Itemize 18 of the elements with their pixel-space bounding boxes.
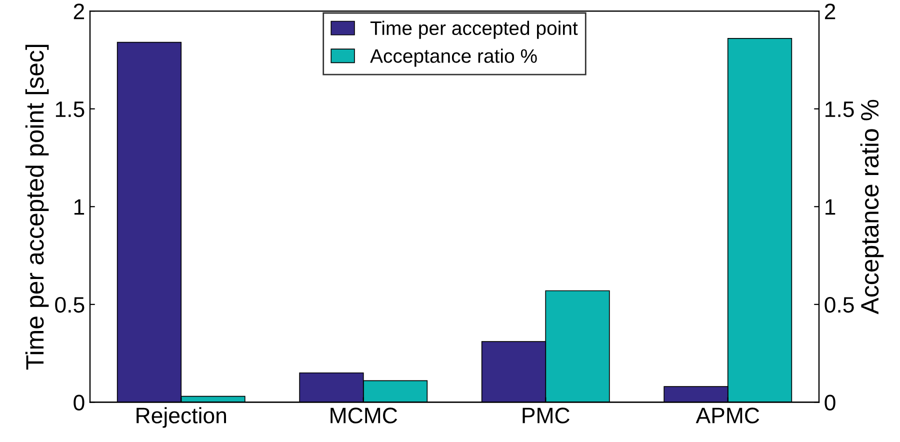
x-tick-label: MCMC bbox=[330, 408, 398, 424]
y-tick-label: 0 bbox=[74, 394, 84, 410]
y-tick-label: 0.5 bbox=[55, 296, 84, 313]
y-tick-label: 1 bbox=[74, 199, 84, 215]
y-axis-title: Time per accepted point [sec] bbox=[25, 44, 49, 370]
y-tick-label: 1.5 bbox=[56, 102, 84, 118]
y2-tick-label: 1.5 bbox=[826, 102, 854, 118]
y2-axis-title: Acceptance ratio % bbox=[860, 100, 884, 314]
y2-tick-label: 2 bbox=[824, 4, 836, 20]
y2-tick-label: 0 bbox=[824, 394, 836, 410]
x-tick-label: PMC bbox=[522, 408, 570, 424]
legend-label: Time per accepted point bbox=[370, 20, 578, 39]
x-tick-label: Rejection bbox=[136, 407, 226, 428]
legend-label: Acceptance ratio % bbox=[370, 48, 537, 67]
y-tick-label: 2 bbox=[74, 4, 84, 20]
y2-tick-label: 1 bbox=[826, 199, 836, 215]
y2-tick-label: 0.5 bbox=[824, 296, 854, 313]
x-tick-label: APMC bbox=[696, 408, 760, 424]
